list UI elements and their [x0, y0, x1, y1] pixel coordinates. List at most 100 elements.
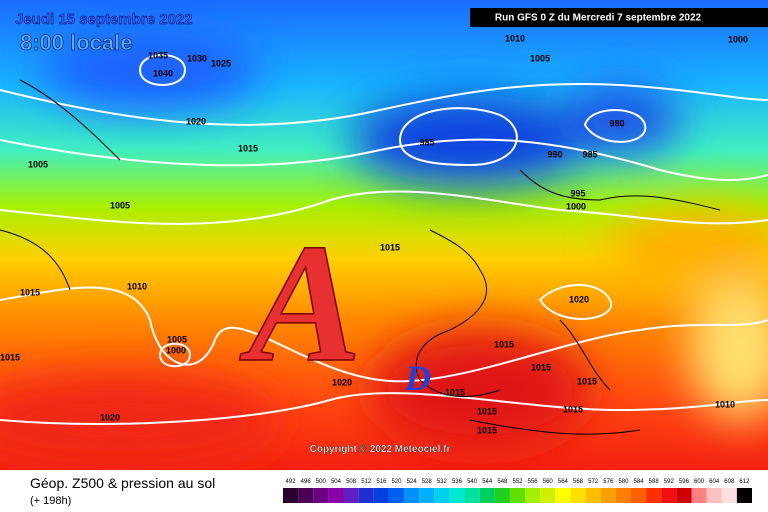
legend-swatch — [449, 488, 465, 503]
legend-label: 612 — [739, 479, 750, 485]
isobar-label: 1015 — [494, 339, 514, 349]
legend-swatch — [298, 488, 314, 503]
legend-swatch — [555, 488, 571, 503]
legend-swatch — [661, 488, 677, 503]
legend-label: 536 — [452, 479, 463, 485]
legend-swatch — [509, 488, 526, 503]
date: Jeudi 15 septembre 2022 — [15, 11, 193, 28]
legend-label: 548 — [497, 479, 508, 485]
legend-label: 588 — [649, 479, 660, 485]
legend-label: 568 — [573, 479, 584, 485]
legend-label: 504 — [331, 479, 342, 485]
run-box — [470, 8, 768, 27]
isobars — [0, 54, 768, 425]
isobar-label: 1010 — [715, 399, 735, 409]
legend-label: 572 — [588, 479, 599, 485]
legend-label: 516 — [376, 479, 387, 485]
legend-swatch — [313, 488, 329, 503]
isobar-label: 995 — [570, 188, 585, 198]
isobar-label: 1005 — [110, 200, 130, 210]
legend-swatch — [283, 488, 299, 503]
isobar-label: 1020 — [186, 116, 206, 126]
isobar-label: 1000 — [728, 34, 748, 44]
low-symbol: D — [404, 358, 431, 398]
legend-swatch — [630, 488, 647, 503]
isobar-label: 1000 — [566, 201, 586, 211]
legend: 492 496 500 504 508 512 516 520 524 528 532 536 540 5… — [283, 479, 752, 503]
legend-swatch — [585, 488, 601, 503]
field-blobs — [0, 30, 768, 465]
legend-label: 496 — [301, 479, 312, 485]
isobar-label: 980 — [609, 118, 624, 128]
legend-label: 596 — [679, 479, 690, 485]
legend-label: 540 — [467, 479, 478, 485]
legend-swatch — [706, 488, 722, 503]
legend-label: 584 — [634, 479, 645, 485]
isobar-label: 1015 — [577, 376, 597, 386]
isobar-label: 1015 — [531, 362, 551, 372]
isobar-label: 1015 — [477, 425, 497, 435]
legend-swatch — [434, 488, 450, 503]
legend-label: 576 — [603, 479, 614, 485]
isobar-label: 1005 — [530, 53, 550, 63]
coastlines — [0, 79, 721, 435]
isobar-label: 985 — [582, 149, 597, 159]
legend-label: 492 — [286, 479, 297, 485]
legend-label: 524 — [407, 479, 418, 485]
isobar-label: 1015 — [380, 242, 400, 252]
isobar-label: 1020 — [569, 294, 589, 304]
legend-label: 552 — [512, 479, 523, 485]
legend-label: 500 — [316, 479, 327, 485]
legend-label: 520 — [391, 479, 402, 485]
isobar-label: 1025 — [211, 58, 231, 68]
legend-label: 560 — [543, 479, 554, 485]
isobar-label: 1010 — [127, 281, 147, 291]
legend-swatch — [525, 488, 541, 503]
isobar-label: 1015 — [477, 406, 497, 416]
isobar-label: 1010 — [505, 33, 525, 43]
legend-swatch — [691, 488, 707, 503]
footer-title: Géop. Z500 & pression au sol — [30, 475, 215, 491]
run: Run GFS 0 Z du Mercredi 7 septembre 2022 — [495, 13, 702, 24]
legend-label: 580 — [618, 479, 629, 485]
footer-lead: (+ 198h) — [30, 495, 71, 507]
legend-swatch — [570, 488, 586, 503]
isobar-label: 1015 — [445, 387, 465, 397]
isobar-label: 1030 — [187, 53, 207, 63]
legend-swatch — [721, 488, 737, 503]
legend-swatch — [328, 488, 344, 503]
legend-swatch — [464, 488, 480, 503]
legend-label: 508 — [346, 479, 357, 485]
isobar-label: 1020 — [332, 377, 352, 387]
legend-swatch — [676, 488, 692, 503]
legend-swatch — [419, 488, 435, 503]
isobar-label: 990 — [547, 149, 562, 159]
legend-swatch — [479, 488, 495, 503]
legend-swatch — [615, 488, 631, 503]
legend-swatch — [388, 488, 405, 503]
legend-label: 608 — [724, 479, 735, 485]
legend-swatch — [404, 488, 420, 503]
time: 8:00 locale — [20, 30, 133, 55]
high-symbol: A — [239, 209, 361, 397]
isobar-label: 1000 — [166, 345, 186, 355]
isobar-label: 1005 — [167, 334, 187, 344]
legend-swatch — [646, 488, 662, 503]
legend-swatch — [343, 488, 359, 503]
isobar-label: 1015 — [0, 352, 20, 362]
legend-label: 528 — [422, 479, 433, 485]
legend-swatch — [373, 488, 389, 503]
isobar-label: 985 — [419, 137, 434, 147]
legend-swatch — [600, 488, 616, 503]
isobar-label: 1015 — [563, 404, 583, 414]
isobar-label: 1020 — [100, 412, 120, 422]
isobar-label: 1040 — [153, 68, 173, 78]
legend-label: 512 — [361, 479, 372, 485]
legend-swatch — [736, 488, 752, 503]
legend-label: 544 — [482, 479, 493, 485]
legend-swatch — [540, 488, 556, 503]
isobar-label: 1005 — [28, 159, 48, 169]
isobar-label: 1015 — [20, 287, 40, 297]
